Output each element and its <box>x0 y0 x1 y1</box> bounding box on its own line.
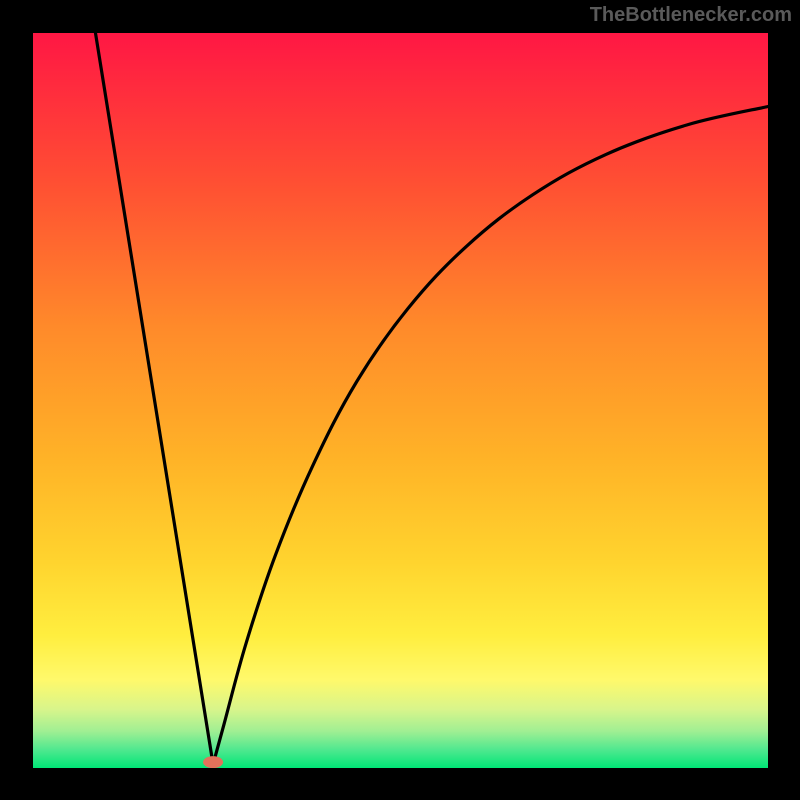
vertex-marker <box>203 756 223 768</box>
bottleneck-curve <box>95 33 768 764</box>
plot-area <box>33 33 768 768</box>
watermark-text: TheBottlenecker.com <box>590 4 792 27</box>
chart-container: TheBottlenecker.com <box>0 0 800 800</box>
curve-svg <box>33 33 768 768</box>
